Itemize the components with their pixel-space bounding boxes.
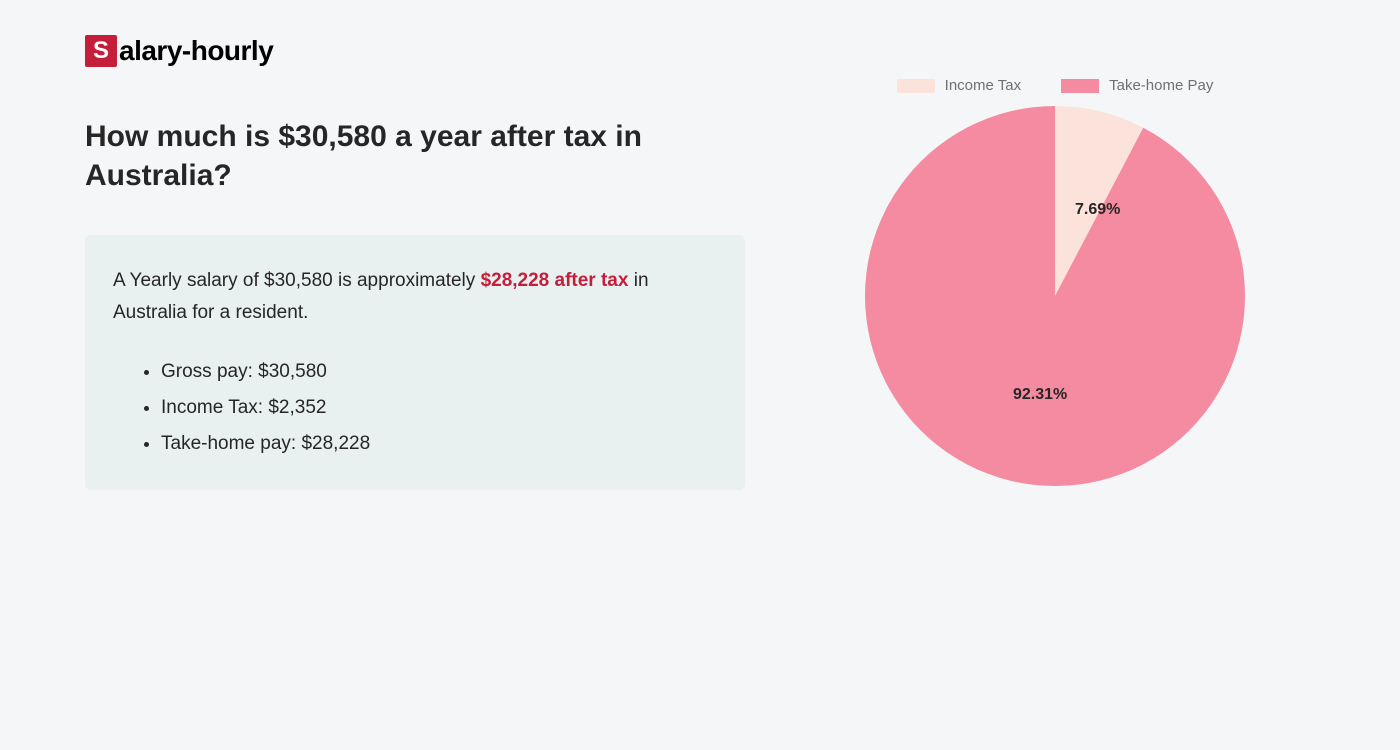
list-item: Take-home pay: $28,228: [161, 426, 717, 462]
info-box: A Yearly salary of $30,580 is approximat…: [85, 235, 745, 490]
logo-text: alary-hourly: [119, 35, 273, 67]
legend-swatch: [897, 79, 935, 93]
legend-item-income-tax: Income Tax: [897, 77, 1021, 94]
chart-legend: Income Tax Take-home Pay: [845, 77, 1265, 94]
legend-label: Take-home Pay: [1109, 77, 1213, 94]
main-content: How much is $30,580 a year after tax in …: [85, 117, 1315, 490]
legend-label: Income Tax: [945, 77, 1021, 94]
summary-highlight: $28,228 after tax: [481, 270, 629, 291]
legend-swatch: [1061, 79, 1099, 93]
left-column: How much is $30,580 a year after tax in …: [85, 117, 745, 490]
pie-svg: [865, 106, 1245, 486]
list-item: Gross pay: $30,580: [161, 354, 717, 390]
logo: S alary-hourly: [85, 35, 1315, 67]
pie-chart: 7.69% 92.31%: [865, 106, 1245, 486]
summary-pre: A Yearly salary of $30,580 is approximat…: [113, 270, 481, 291]
list-item: Income Tax: $2,352: [161, 390, 717, 426]
chart-column: Income Tax Take-home Pay 7.69% 92.31%: [845, 77, 1265, 486]
pie-slice-label: 92.31%: [1013, 386, 1067, 404]
pie-slice-label: 7.69%: [1075, 201, 1120, 219]
info-list: Gross pay: $30,580 Income Tax: $2,352 Ta…: [113, 354, 717, 462]
info-summary: A Yearly salary of $30,580 is approximat…: [113, 265, 717, 330]
logo-badge: S: [85, 35, 117, 67]
page-title: How much is $30,580 a year after tax in …: [85, 117, 745, 195]
legend-item-take-home: Take-home Pay: [1061, 77, 1213, 94]
